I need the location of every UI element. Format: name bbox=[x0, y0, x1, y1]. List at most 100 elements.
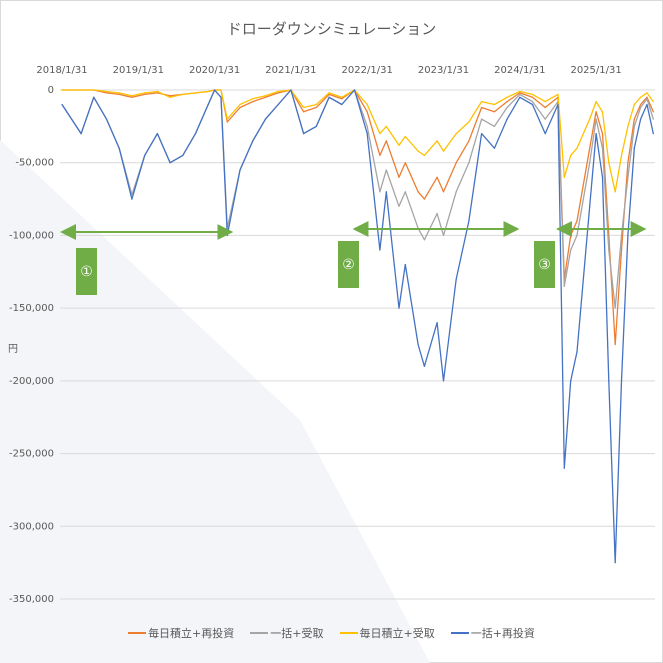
data-point bbox=[652, 101, 654, 103]
data-point bbox=[646, 98, 648, 100]
data-point bbox=[93, 89, 95, 91]
data-point bbox=[640, 103, 642, 106]
data-point bbox=[455, 278, 457, 280]
data-point bbox=[481, 106, 483, 109]
data-point bbox=[608, 162, 610, 164]
data-point bbox=[404, 162, 406, 164]
data-point bbox=[620, 249, 623, 251]
data-point bbox=[620, 234, 623, 237]
data-point bbox=[131, 198, 133, 200]
background-shape bbox=[0, 140, 430, 663]
data-point bbox=[328, 92, 330, 94]
data-point bbox=[315, 106, 317, 109]
data-point bbox=[93, 96, 95, 98]
period-label: ① bbox=[80, 264, 93, 280]
data-point bbox=[563, 285, 565, 287]
data-point bbox=[398, 144, 400, 146]
legend-item: 毎日積立+再投資 bbox=[128, 625, 234, 641]
data-point bbox=[652, 133, 654, 135]
data-point bbox=[385, 191, 387, 193]
legend-swatch bbox=[250, 632, 269, 634]
data-point bbox=[385, 140, 387, 142]
data-point bbox=[627, 162, 629, 164]
data-point bbox=[468, 140, 470, 142]
data-point bbox=[614, 562, 616, 564]
data-point bbox=[341, 103, 343, 106]
x-tick-label: 2018/1/31 bbox=[36, 65, 87, 76]
data-point bbox=[404, 135, 406, 138]
x-tick-label: 2024/1/31 bbox=[494, 65, 545, 76]
data-point bbox=[468, 121, 470, 123]
data-point bbox=[640, 118, 642, 120]
data-point bbox=[404, 263, 406, 266]
data-point bbox=[633, 125, 635, 127]
data-point bbox=[252, 101, 254, 103]
data-point bbox=[80, 133, 82, 135]
data-point bbox=[105, 92, 108, 94]
y-tick-label: -350,000 bbox=[9, 594, 54, 605]
data-point bbox=[455, 162, 457, 164]
legend-item: 一括+再投資 bbox=[450, 625, 535, 641]
data-point bbox=[379, 249, 381, 251]
data-point bbox=[506, 96, 508, 98]
data-point bbox=[493, 103, 495, 106]
period-box bbox=[534, 241, 555, 288]
data-point bbox=[442, 191, 445, 193]
data-point bbox=[366, 103, 368, 106]
data-point bbox=[252, 98, 254, 100]
data-point bbox=[252, 140, 254, 142]
legend-label: 毎日積立+受取 bbox=[359, 627, 435, 640]
data-point bbox=[118, 147, 120, 149]
data-point bbox=[328, 96, 330, 98]
data-point bbox=[385, 125, 387, 127]
data-point bbox=[531, 93, 534, 95]
y-tick-label: -50,000 bbox=[15, 158, 54, 169]
data-point bbox=[576, 234, 578, 237]
data-point bbox=[589, 205, 591, 207]
data-point bbox=[144, 154, 146, 157]
data-point bbox=[156, 133, 158, 135]
legend-label: 一括+再投資 bbox=[470, 627, 535, 640]
data-point bbox=[646, 96, 648, 98]
data-point bbox=[169, 95, 171, 97]
data-point bbox=[277, 90, 279, 93]
data-point bbox=[118, 93, 120, 95]
data-point bbox=[468, 162, 470, 164]
data-point bbox=[131, 95, 133, 97]
data-point bbox=[214, 89, 216, 91]
data-point bbox=[417, 150, 419, 152]
data-point bbox=[436, 213, 438, 215]
data-point bbox=[627, 125, 629, 127]
data-point bbox=[417, 191, 419, 193]
data-point bbox=[646, 103, 648, 106]
data-point bbox=[589, 147, 591, 149]
data-point bbox=[105, 90, 108, 93]
data-point bbox=[646, 92, 648, 94]
data-point bbox=[531, 101, 534, 103]
data-point bbox=[519, 96, 521, 98]
y-tick-label: -200,000 bbox=[9, 376, 54, 387]
data-point bbox=[423, 239, 426, 241]
data-point bbox=[601, 111, 604, 113]
data-point bbox=[608, 249, 610, 251]
data-point bbox=[61, 103, 63, 106]
data-point bbox=[398, 205, 400, 207]
data-point bbox=[614, 307, 616, 309]
data-point bbox=[366, 125, 368, 127]
data-point bbox=[455, 191, 457, 193]
data-point bbox=[379, 191, 381, 193]
data-point bbox=[194, 133, 197, 135]
data-point bbox=[633, 118, 635, 120]
data-point bbox=[544, 118, 546, 120]
data-point bbox=[601, 147, 604, 149]
data-point bbox=[652, 118, 654, 120]
data-point bbox=[493, 125, 495, 127]
data-point bbox=[614, 343, 616, 346]
data-point bbox=[156, 90, 158, 93]
legend-item: 一括+受取 bbox=[250, 625, 324, 641]
data-point bbox=[61, 89, 63, 91]
data-point bbox=[277, 103, 279, 106]
data-point bbox=[601, 133, 604, 135]
data-point bbox=[379, 154, 381, 157]
data-point bbox=[506, 118, 508, 120]
